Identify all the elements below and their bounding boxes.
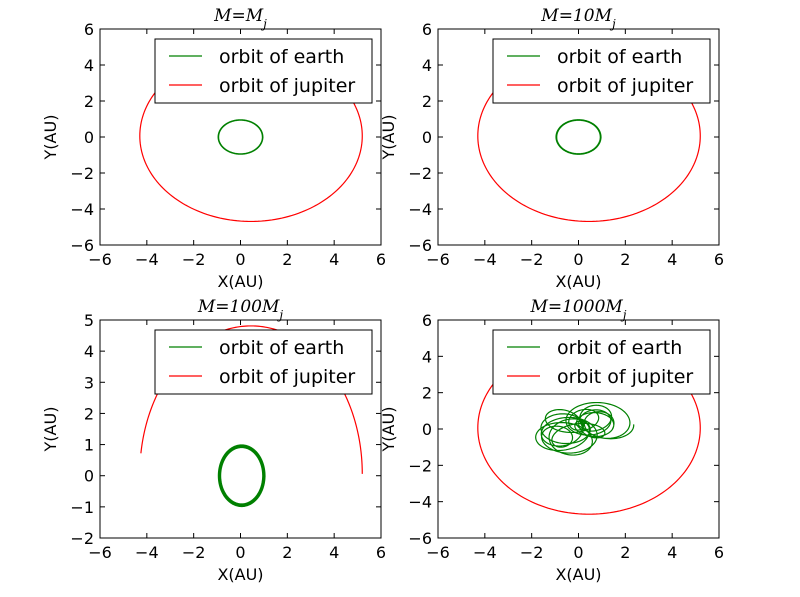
y-tick-label: −4 [408, 200, 432, 219]
x-tick-label: −2 [182, 250, 206, 269]
x-tick-label: −2 [520, 250, 544, 269]
y-tick-label: 1 [84, 436, 94, 455]
y-tick-label: 4 [422, 56, 432, 75]
y-tick-label: 5 [84, 311, 94, 330]
x-tick-label: 0 [235, 543, 245, 562]
y-tick-label: 2 [422, 384, 432, 403]
x-tick-label: 6 [714, 250, 724, 269]
y-tick-label: 6 [422, 311, 432, 330]
y-tick-label: 4 [84, 56, 94, 75]
series-orbit-of-earth [217, 444, 266, 508]
legend-label: orbit of earth [219, 337, 344, 359]
x-tick-label: 2 [620, 250, 630, 269]
y-tick-label: −6 [408, 529, 432, 548]
x-tick-label: −6 [426, 543, 450, 562]
legend: orbit of earth orbit of jupiter [492, 38, 711, 104]
y-tick-label: −1 [70, 498, 94, 517]
y-axis-label: Y(AU) [379, 115, 398, 161]
y-tick-label: −4 [408, 493, 432, 512]
chart-title: M=1000Mj [529, 297, 626, 322]
y-tick-label: 6 [84, 20, 94, 39]
y-tick-label: 4 [84, 342, 94, 361]
legend-box [154, 329, 373, 395]
y-tick-label: −2 [408, 456, 432, 475]
legend: orbit of earth orbit of jupiter [154, 329, 373, 395]
chart-4: −6 −4 −2 0 2 4 6 −6 −4 −2 0 2 4 6 X(AU) Y(AU) M=1000Mj or… [379, 297, 724, 584]
chart-title: M=100Mj [197, 297, 284, 322]
x-axis-label: X(AU) [217, 565, 263, 584]
x-tick-label: 2 [282, 250, 292, 269]
y-tick-label: 2 [422, 92, 432, 111]
x-tick-label: 2 [620, 543, 630, 562]
x-tick-label: −4 [135, 543, 159, 562]
legend-box [154, 38, 373, 104]
x-tick-label: −4 [135, 250, 159, 269]
y-tick-label: 4 [422, 347, 432, 366]
y-axis-label: Y(AU) [41, 115, 60, 161]
y-tick-label: 0 [84, 467, 94, 486]
y-tick-label: −2 [70, 529, 94, 548]
series-orbit-of-earth [555, 119, 602, 155]
legend: orbit of earth orbit of jupiter [154, 38, 373, 104]
chart-title: M=10Mj [540, 6, 616, 31]
legend-label: orbit of earth [219, 46, 344, 68]
legend-label: orbit of jupiter [219, 75, 355, 97]
legend-label: orbit of jupiter [557, 366, 693, 388]
x-tick-label: 4 [667, 250, 677, 269]
x-tick-label: −2 [182, 543, 206, 562]
y-tick-label: 2 [84, 92, 94, 111]
x-tick-label: −2 [520, 543, 544, 562]
x-tick-label: 6 [714, 543, 724, 562]
x-axis-label: X(AU) [555, 565, 601, 584]
x-tick-label: 0 [573, 250, 583, 269]
series-orbit-of-earth [535, 401, 635, 456]
y-tick-label: 2 [84, 404, 94, 423]
legend-label: orbit of earth [557, 337, 682, 359]
x-tick-label: 4 [329, 250, 339, 269]
series-orbit-of-earth [217, 119, 264, 155]
legend-label: orbit of jupiter [557, 75, 693, 97]
chart-title: M=Mj [213, 6, 267, 31]
y-axis-label: Y(AU) [379, 407, 398, 453]
x-tick-label: 4 [329, 543, 339, 562]
x-tick-label: −4 [473, 250, 497, 269]
y-axis-label: Y(AU) [41, 407, 60, 453]
x-tick-label: −6 [426, 250, 450, 269]
x-tick-label: 6 [376, 250, 386, 269]
chart-2: −6 −4 −2 0 2 4 6 −6 −4 −2 0 2 4 6 X(AU) Y(AU) M=10Mj orbi… [379, 6, 724, 291]
y-tick-label: 0 [422, 128, 432, 147]
y-tick-label: 0 [84, 128, 94, 147]
y-tick-label: −6 [408, 236, 432, 255]
x-tick-label: 4 [667, 543, 677, 562]
x-tick-label: −4 [473, 543, 497, 562]
x-tick-label: 2 [282, 543, 292, 562]
y-tick-label: 0 [422, 420, 432, 439]
x-axis-label: X(AU) [217, 272, 263, 291]
x-axis-label: X(AU) [555, 272, 601, 291]
y-tick-label: 6 [422, 20, 432, 39]
x-tick-label: 6 [376, 543, 386, 562]
y-tick-label: 3 [84, 373, 94, 392]
y-tick-label: −2 [70, 164, 94, 183]
legend-label: orbit of jupiter [219, 366, 355, 388]
x-tick-label: 0 [235, 250, 245, 269]
legend-box [492, 38, 711, 104]
legend: orbit of earth orbit of jupiter [492, 329, 711, 395]
y-tick-label: −2 [408, 164, 432, 183]
y-tick-label: −6 [70, 236, 94, 255]
x-tick-label: 0 [573, 543, 583, 562]
y-tick-label: −4 [70, 200, 94, 219]
legend-label: orbit of earth [557, 46, 682, 68]
x-tick-label: −6 [88, 543, 112, 562]
legend-box [492, 329, 711, 395]
x-tick-label: −6 [88, 250, 112, 269]
chart-3: −6 −4 −2 0 2 4 6 −2 −1 0 1 2 3 4 5 X(AU) Y(AU) M=100Mj orb… [41, 297, 386, 584]
chart-1: −6 −4 −2 0 2 4 6 −6 −4 −2 0 2 4 6 X(AU) Y(AU) M=Mj orbit … [41, 6, 386, 291]
